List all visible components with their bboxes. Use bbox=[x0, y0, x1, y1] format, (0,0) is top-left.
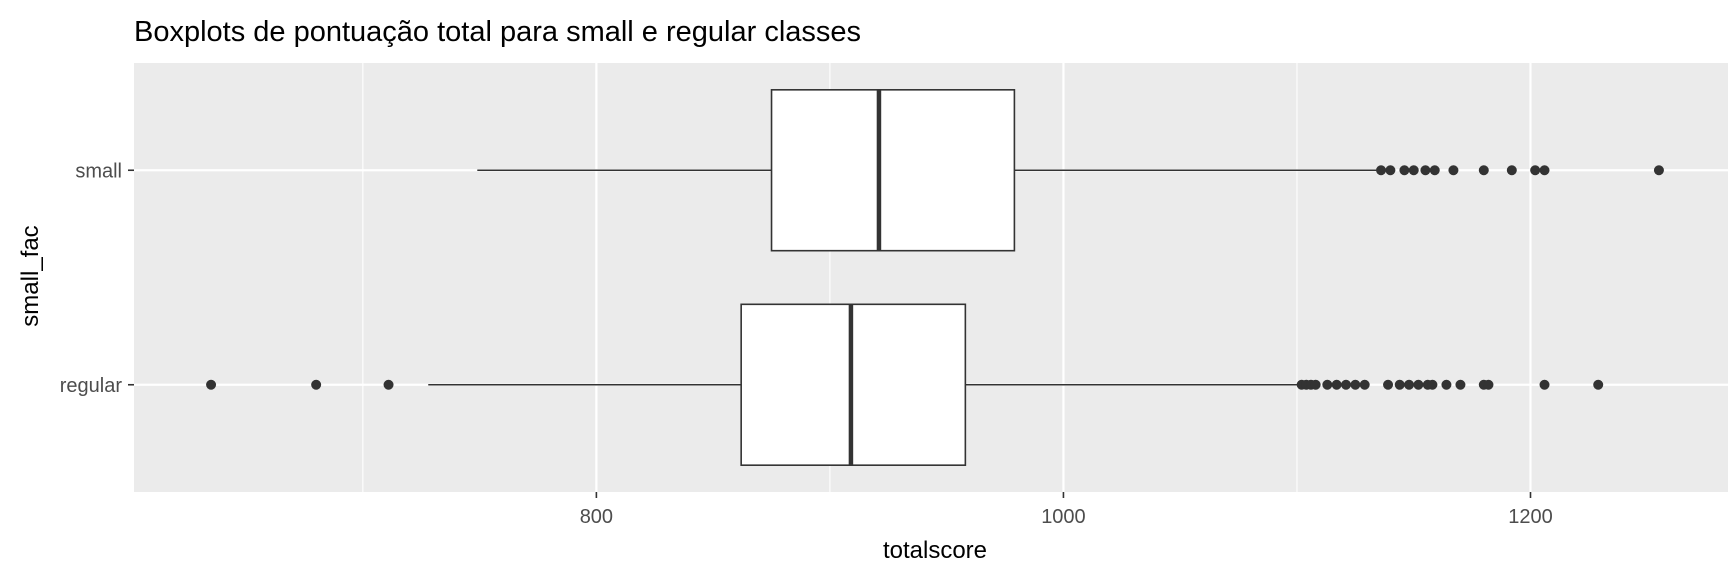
outlier-point bbox=[1420, 165, 1431, 176]
outlier-point bbox=[1408, 165, 1419, 176]
outlier-point bbox=[1399, 165, 1410, 176]
x-axis-title: totalscore bbox=[883, 537, 987, 564]
outlier-point bbox=[1322, 379, 1333, 390]
y-axis-title: small_fac bbox=[17, 225, 44, 326]
outlier-point bbox=[311, 379, 322, 390]
outlier-point bbox=[1413, 379, 1424, 390]
outlier-point bbox=[1310, 379, 1321, 390]
outlier-point bbox=[1359, 379, 1370, 390]
outlier-point bbox=[1506, 165, 1517, 176]
outlier-point bbox=[1331, 379, 1342, 390]
outlier-point bbox=[1341, 379, 1352, 390]
chart-title: Boxplots de pontuação total para small e… bbox=[134, 16, 861, 48]
outlier-point bbox=[383, 379, 394, 390]
outlier-point bbox=[1539, 165, 1550, 176]
outlier-point bbox=[1483, 379, 1494, 390]
outlier-point bbox=[1427, 379, 1438, 390]
outlier-point bbox=[1539, 379, 1550, 390]
box-iqr bbox=[740, 303, 967, 466]
box-group-small bbox=[477, 89, 1664, 252]
x-tick-label: 1000 bbox=[1041, 506, 1086, 528]
outlier-point bbox=[1383, 379, 1394, 390]
y-tick-label: regular bbox=[60, 375, 123, 397]
outlier-point bbox=[1350, 379, 1361, 390]
box-group-regular bbox=[206, 303, 1604, 466]
x-tick-label: 800 bbox=[580, 506, 613, 528]
x-tick-label: 1200 bbox=[1508, 506, 1553, 528]
outlier-point bbox=[1385, 165, 1396, 176]
outlier-point bbox=[1653, 165, 1664, 176]
outlier-point bbox=[1441, 379, 1452, 390]
box-iqr bbox=[770, 89, 1016, 252]
axes: 800 1000 1200 regular small bbox=[60, 160, 1553, 528]
boxes bbox=[206, 89, 1664, 466]
outlier-point bbox=[1394, 379, 1405, 390]
outlier-point bbox=[206, 379, 217, 390]
outlier-point bbox=[1376, 165, 1387, 176]
outlier-point bbox=[1404, 379, 1415, 390]
outlier-point bbox=[1530, 165, 1541, 176]
outlier-point bbox=[1448, 165, 1459, 176]
outlier-point bbox=[1455, 379, 1466, 390]
outlier-point bbox=[1429, 165, 1440, 176]
outlier-point bbox=[1593, 379, 1604, 390]
y-tick-label: small bbox=[75, 160, 122, 182]
outlier-point bbox=[1478, 165, 1489, 176]
